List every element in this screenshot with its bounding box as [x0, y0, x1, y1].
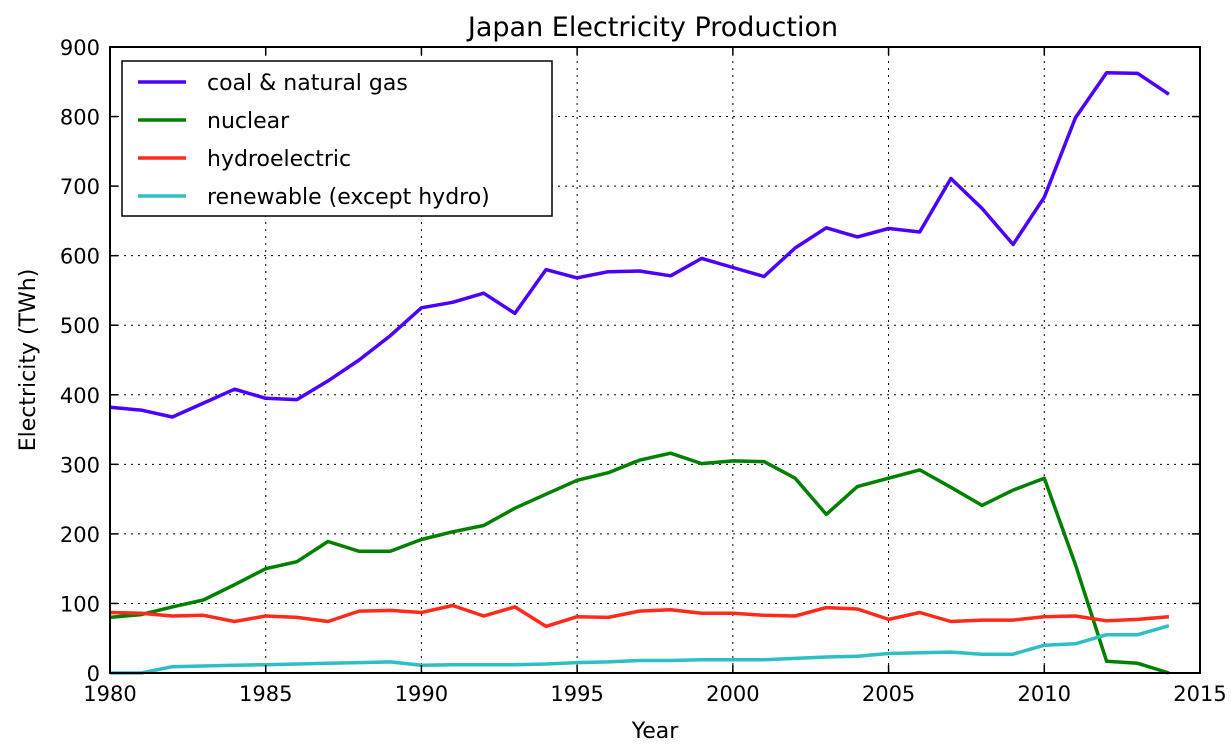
x-tick-label: 2000 — [706, 682, 759, 706]
legend-label-1: nuclear — [207, 109, 290, 134]
y-tick-label: 500 — [60, 314, 100, 338]
y-tick-label: 300 — [60, 453, 100, 477]
y-tick-label: 400 — [60, 384, 100, 408]
x-tick-label: 1980 — [83, 682, 136, 706]
chart-title: Japan Electricity Production — [466, 12, 838, 43]
y-tick-label: 600 — [60, 245, 100, 269]
legend: coal & natural gas nuclear hydroelectric re… — [121, 60, 553, 217]
series-lines — [109, 70, 1170, 675]
series-line-1 — [109, 451, 1170, 675]
legend-box — [121, 60, 553, 217]
y-tick-label: 800 — [60, 106, 100, 130]
legend-label-0: coal & natural gas — [207, 71, 408, 96]
x-tick-label: 1985 — [239, 682, 292, 706]
plot-frame — [109, 46, 1201, 674]
legend-label-3: renewable (except hydro) — [207, 185, 490, 210]
y-tick-label: 0 — [87, 662, 100, 686]
axis-ticks: 1980 1985 1990 1995 2000 2005 2010 2015 0 100 200 3… — [60, 36, 1227, 706]
series-line-2 — [109, 603, 1170, 629]
series-line-0 — [109, 70, 1170, 419]
legend-label-2: hydroelectric — [207, 147, 351, 172]
x-tick-label: 2015 — [1173, 682, 1226, 706]
x-tick-label: 1995 — [550, 682, 603, 706]
y-tick-label: 700 — [60, 175, 100, 199]
y-axis-label: Electricity (TWh) — [16, 269, 41, 452]
y-tick-label: 900 — [60, 36, 100, 60]
x-axis-label: Year — [631, 719, 680, 744]
y-tick-label: 100 — [60, 592, 100, 616]
y-tick-label: 200 — [60, 523, 100, 547]
x-tick-label: 2005 — [862, 682, 915, 706]
x-tick-label: 2010 — [1018, 682, 1071, 706]
series-line-3 — [110, 624, 1170, 675]
x-tick-label: 1990 — [395, 682, 448, 706]
